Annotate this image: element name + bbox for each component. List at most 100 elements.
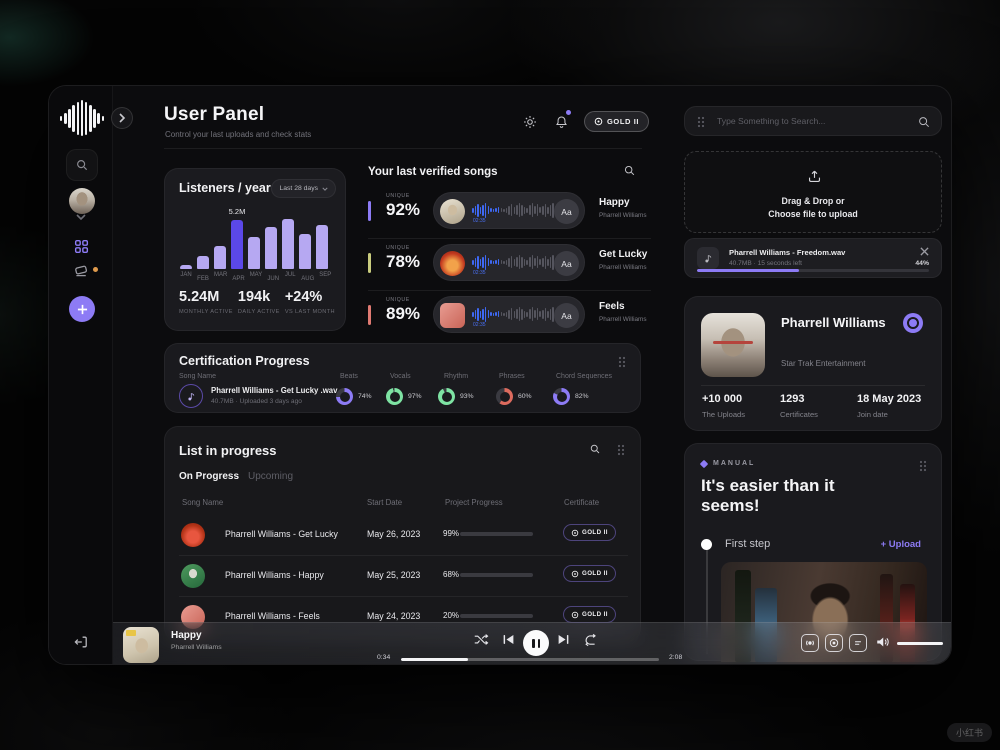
listeners-stats: 5.24M MONTHLY ACTIVE 194k DAILY ACTIVE +… — [179, 289, 335, 315]
chart-bar-value-label: 5.2M — [228, 206, 246, 216]
drag-handle-icon[interactable] — [919, 460, 927, 472]
pause-button[interactable] — [523, 630, 549, 656]
upload-link[interactable]: + Upload — [880, 539, 921, 550]
waveform-player[interactable]: 02:35 Aa — [433, 244, 585, 281]
chart-bar-jun — [265, 227, 277, 269]
list-search-button[interactable] — [589, 443, 601, 455]
seek-bar[interactable] — [401, 658, 659, 661]
accent-bar — [368, 253, 371, 273]
aa-button[interactable]: Aa — [554, 303, 579, 328]
tag-icon[interactable] — [73, 262, 90, 279]
previous-button[interactable] — [502, 633, 515, 646]
volume-button[interactable] — [875, 635, 890, 649]
row-divider — [179, 596, 628, 597]
add-new-button[interactable] — [69, 296, 95, 322]
lyrics-button[interactable] — [849, 634, 867, 652]
chart-tick-label: FEB — [197, 276, 209, 282]
cell-song-name: Pharrell Williams - Get Lucky — [225, 529, 338, 539]
vinyl-icon — [829, 638, 839, 648]
table-row[interactable]: Pharrell Williams - Happy May 25, 2023 6… — [179, 556, 628, 597]
chart-bar-apr: 5.2M — [229, 207, 245, 269]
upload-dropzone[interactable]: Drag & Drop or Choose file to upload — [684, 151, 942, 233]
search-input[interactable] — [715, 107, 905, 135]
bell-icon — [554, 114, 569, 130]
medal-icon — [594, 117, 603, 126]
list-in-progress-card: List in progress On Progress Upcoming So… — [164, 426, 641, 642]
volume-fill — [897, 642, 943, 645]
column-certificate: Certificate — [564, 498, 600, 507]
ring-value: 82% — [575, 393, 589, 400]
tab-upcoming[interactable]: Upcoming — [248, 471, 294, 482]
logout-button[interactable] — [73, 634, 89, 650]
stat-label: Join date — [857, 410, 888, 419]
pause-icon — [537, 638, 541, 648]
shuffle-button[interactable] — [474, 633, 489, 646]
notifications-button[interactable] — [551, 112, 571, 132]
stat-label: The Uploads — [702, 410, 746, 419]
logo-bar — [97, 112, 101, 124]
manual-tag: MANUAL — [699, 459, 756, 468]
upload-progress-row: Pharrell Williams - Freedom.wav 40.7MB ·… — [684, 238, 942, 278]
settings-button[interactable] — [520, 112, 540, 132]
sidebar-user-avatar[interactable] — [69, 188, 95, 214]
volume-slider[interactable] — [897, 642, 943, 645]
chevron-down-icon[interactable] — [75, 213, 87, 221]
profile-stat-uploads: +10 000 The Uploads — [702, 393, 745, 419]
verified-song-row[interactable]: UNIQUE 89% 02:35 Aa Feels Pharrell Willi… — [368, 291, 657, 339]
aa-button[interactable]: Aa — [554, 251, 579, 276]
stat-value: +10 000 — [702, 393, 743, 405]
row-divider — [368, 290, 651, 291]
manual-tag-label: MANUAL — [713, 460, 756, 467]
now-playing-title: Happy — [171, 630, 202, 641]
ring-phrases: 60% — [496, 388, 532, 405]
sidebar-search-button[interactable] — [66, 149, 98, 181]
sidebar-collapse-button[interactable] — [111, 107, 133, 129]
vinyl-button[interactable] — [825, 634, 843, 652]
watermark-badge: 小红书 — [946, 723, 992, 742]
ring-value: 97% — [408, 393, 422, 400]
profile-card: Pharrell Williams Star Trak Entertainmen… — [684, 296, 942, 431]
dropzone-line1: Drag & Drop or — [781, 196, 845, 206]
verified-song-row[interactable]: UNIQUE 92% 02:35 Aa Happy Pharrell Willi… — [368, 187, 657, 235]
certificate-badge[interactable]: GOLD II — [563, 606, 616, 623]
drag-handle-icon[interactable] — [697, 116, 705, 128]
listeners-card: Listeners / year Last 28 days 5.2M JAN FE… — [164, 168, 346, 331]
logo-bar — [84, 101, 88, 135]
certificate-badge[interactable]: GOLD II — [563, 565, 616, 582]
profile-name: Pharrell Williams — [781, 315, 886, 330]
broadcast-icon — [805, 638, 815, 648]
cancel-upload-button[interactable] — [920, 247, 929, 256]
waveform — [472, 305, 570, 323]
table-row[interactable]: Pharrell Williams - Get Lucky May 26, 20… — [179, 515, 628, 556]
certificate-badge[interactable]: GOLD II — [563, 524, 616, 541]
tab-on-progress[interactable]: On Progress — [179, 471, 240, 482]
waveform-player[interactable]: 02:35 Aa — [433, 296, 585, 333]
range-dropdown[interactable]: Last 28 days — [271, 179, 336, 198]
manual-step-label: First step — [725, 538, 771, 550]
next-button[interactable] — [557, 633, 570, 646]
verified-song-row[interactable]: UNIQUE 78% 02:35 Aa Get Lucky Pharrell W… — [368, 239, 657, 287]
verified-badge-icon[interactable] — [903, 313, 923, 333]
certification-file-name: Pharrell Williams - Get Lucky .wav — [211, 386, 338, 395]
verified-search-button[interactable] — [623, 164, 636, 177]
repeat-button[interactable] — [583, 633, 598, 647]
aa-button[interactable]: Aa — [554, 199, 579, 224]
search-icon[interactable] — [917, 115, 931, 129]
chart-bar-jan — [180, 265, 192, 269]
rank-badge[interactable]: GOLD II — [584, 111, 650, 132]
column-start-date: Start Date — [367, 498, 403, 507]
progress-ring — [438, 388, 455, 405]
stat-label: Certificates — [780, 410, 818, 419]
drag-handle-icon[interactable] — [617, 444, 625, 456]
chart-tick-label: AUG — [301, 276, 315, 282]
waveform-player[interactable]: 02:35 Aa — [433, 192, 585, 229]
broadcast-button[interactable] — [801, 634, 819, 652]
chart-bar-mar — [214, 245, 226, 269]
progress-ring — [386, 388, 403, 405]
manual-heading: It's easier than it seems! — [701, 476, 835, 515]
drag-handle-icon[interactable] — [618, 356, 626, 368]
dashboard-grid-icon[interactable] — [74, 239, 89, 254]
now-playing-art[interactable] — [123, 627, 159, 663]
song-art — [440, 251, 465, 276]
logout-icon — [73, 634, 89, 650]
